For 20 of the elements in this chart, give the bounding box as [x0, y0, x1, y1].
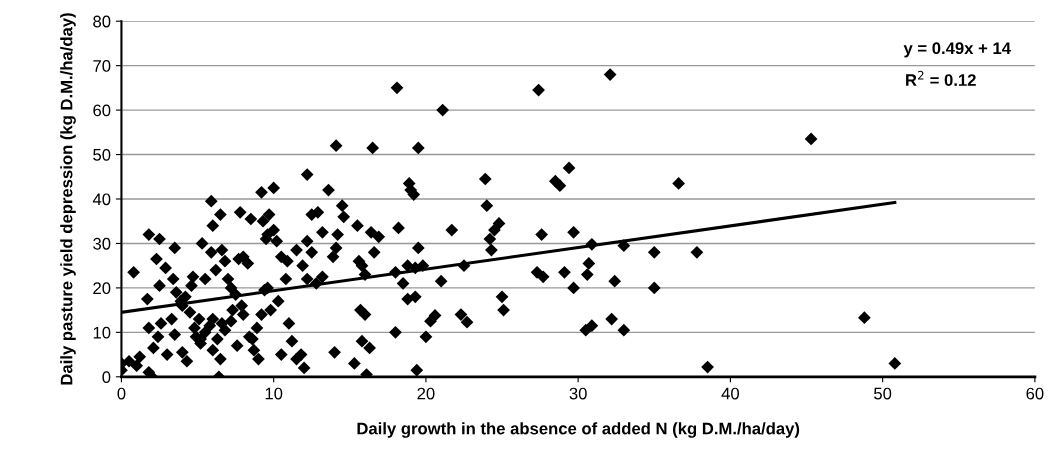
y-tick-label: 0: [102, 371, 111, 383]
x-tick-label: 0: [117, 387, 126, 400]
y-tick-label: 80: [93, 15, 111, 28]
y-tick-label: 70: [93, 60, 111, 72]
x-tick-label: 10: [265, 387, 283, 400]
y-tick-label: 30: [93, 237, 111, 250]
annotation: y = 0.49x + 14: [903, 42, 1011, 58]
y-axis-title: Daily pasture yield depression (kg D.M./ha/day): [60, 13, 76, 385]
x-axis-title: Daily growth in the absence of added N (kg D.M./ha/day): [357, 422, 800, 438]
y-tick-label: 60: [93, 104, 111, 117]
x-tick-label: 20: [417, 387, 435, 400]
y-tick-label: 50: [93, 148, 111, 161]
x-tick-label: 50: [874, 387, 892, 400]
x-tick-label: 40: [721, 387, 740, 400]
x-tick-label: 30: [569, 387, 587, 400]
y-tick-label: 20: [93, 282, 111, 295]
y-tick-label: 40: [92, 193, 111, 206]
annotation: R$^{2}$ = 0.12: [906, 70, 976, 86]
x-tick-label: 60: [1026, 387, 1044, 400]
y-tick-label: 10: [93, 326, 111, 339]
